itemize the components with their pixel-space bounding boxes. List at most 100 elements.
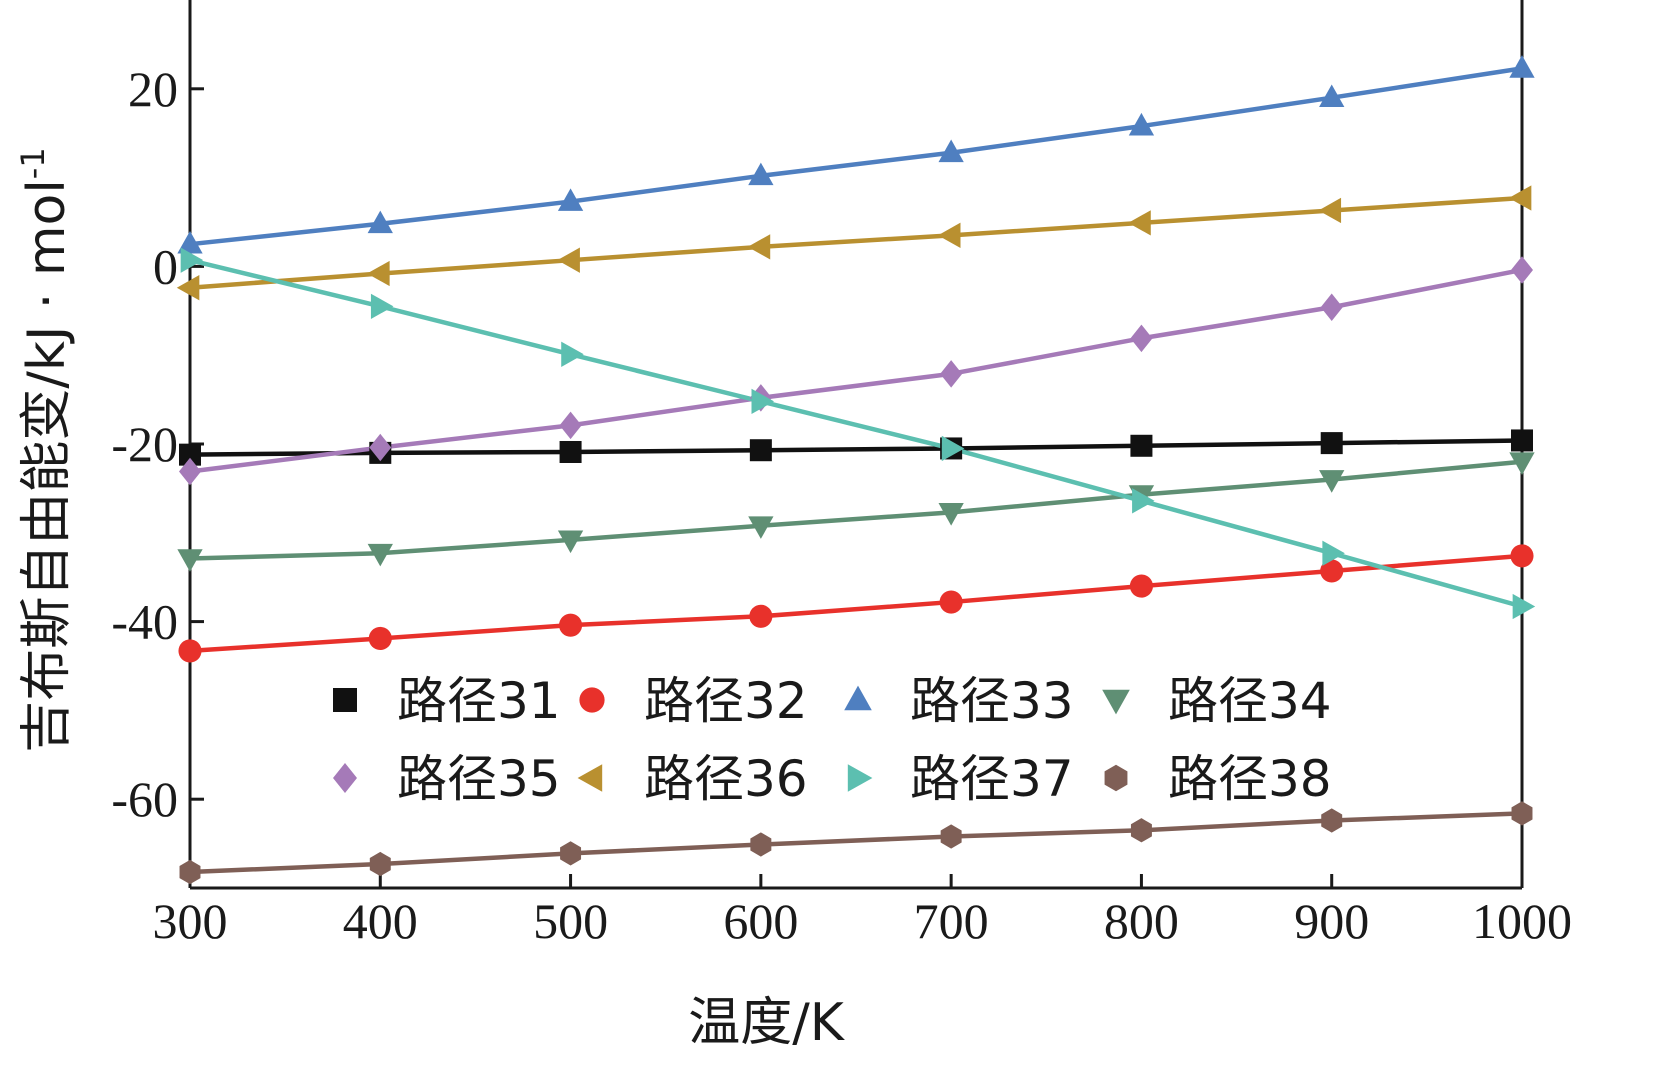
y-tick-label: -60 bbox=[111, 771, 178, 827]
series-line-6 bbox=[189, 195, 1523, 290]
data-point-6 bbox=[747, 234, 771, 260]
series-line-1 bbox=[189, 438, 1523, 457]
series-line-7 bbox=[189, 257, 1523, 609]
data-point-3 bbox=[748, 162, 774, 186]
data-point-3 bbox=[557, 188, 584, 211]
data-point-5 bbox=[1511, 256, 1533, 284]
data-point-1 bbox=[179, 443, 201, 466]
data-point-4 bbox=[748, 516, 774, 539]
y-axis-title: 吉布斯自由能变/kJ · mol-1 bbox=[14, 147, 77, 752]
data-point-2 bbox=[1129, 574, 1153, 598]
data-point-2 bbox=[939, 590, 963, 614]
x-tick-label: 600 bbox=[723, 893, 798, 949]
data-point-5 bbox=[1130, 324, 1153, 353]
legend-marker-5 bbox=[333, 763, 357, 793]
data-point-3 bbox=[938, 139, 964, 163]
data-point-2 bbox=[368, 626, 392, 651]
data-point-2 bbox=[559, 613, 583, 637]
y-axis-title-superscript: -1 bbox=[14, 147, 52, 179]
data-point-7 bbox=[180, 247, 204, 273]
legend-label-8: 路径38 bbox=[1168, 750, 1332, 808]
data-point-7 bbox=[751, 388, 775, 415]
y-axis-title-text: 吉布斯自由能变/kJ · mol bbox=[17, 179, 77, 752]
y-tick-label: 20 bbox=[128, 61, 178, 117]
data-point-4 bbox=[177, 549, 203, 572]
data-point-4 bbox=[367, 543, 393, 567]
y-tick-label: 0 bbox=[153, 238, 178, 294]
legend-label-4: 路径34 bbox=[1168, 672, 1332, 730]
data-point-7 bbox=[1132, 488, 1155, 514]
data-point-3 bbox=[1319, 84, 1345, 108]
data-point-4 bbox=[557, 530, 584, 554]
data-point-4 bbox=[1319, 470, 1345, 493]
data-point-3 bbox=[367, 210, 393, 234]
data-point-5 bbox=[1320, 293, 1343, 321]
legend-marker-4 bbox=[1102, 689, 1130, 715]
series-lines bbox=[189, 66, 1523, 875]
series-line-8 bbox=[189, 811, 1523, 875]
data-point-7 bbox=[1322, 540, 1345, 566]
x-tick-label: 400 bbox=[343, 893, 418, 949]
data-point-8 bbox=[560, 841, 582, 866]
x-tick-label: 1000 bbox=[1472, 893, 1572, 949]
data-point-8 bbox=[940, 824, 962, 849]
y-tick-label: -40 bbox=[111, 594, 178, 650]
data-point-2 bbox=[749, 604, 773, 628]
legend-marker-8 bbox=[1104, 764, 1128, 792]
x-tick-label: 800 bbox=[1104, 893, 1179, 949]
data-point-5 bbox=[179, 457, 201, 486]
series-line-2 bbox=[189, 553, 1523, 654]
legend-label-3: 路径33 bbox=[910, 672, 1074, 730]
data-point-5 bbox=[940, 360, 963, 388]
legend-label-1: 路径31 bbox=[397, 672, 561, 730]
legend-marker-1 bbox=[333, 688, 357, 712]
data-point-1 bbox=[1511, 429, 1533, 452]
series-line-3 bbox=[189, 66, 1523, 247]
data-point-8 bbox=[369, 851, 391, 877]
series-line-5 bbox=[189, 267, 1523, 474]
legend: 路径31 路径32 路径33 路径34 路径35 路径36 路径37 路径38 bbox=[333, 672, 1332, 808]
data-point-6 bbox=[1318, 197, 1342, 224]
data-point-1 bbox=[559, 440, 582, 463]
data-point-3 bbox=[1509, 55, 1535, 78]
x-axis-title: 温度/K bbox=[688, 993, 846, 1053]
data-point-7 bbox=[561, 341, 584, 367]
x-tick-label: 900 bbox=[1294, 893, 1369, 949]
legend-marker-7 bbox=[847, 764, 873, 792]
data-point-8 bbox=[1130, 818, 1152, 843]
legend-label-7: 路径37 bbox=[910, 750, 1074, 808]
data-point-6 bbox=[1508, 185, 1532, 211]
data-point-5 bbox=[369, 433, 392, 462]
data-point-2 bbox=[1320, 559, 1344, 583]
legend-label-5: 路径35 bbox=[397, 750, 561, 808]
x-tick-label: 300 bbox=[153, 893, 228, 949]
x-tick-label: 700 bbox=[914, 893, 989, 949]
data-point-6 bbox=[937, 222, 961, 248]
axes: 300 400 500 600 700 800 900 1000 -60 -40 -20 0 20 温度/… bbox=[14, 0, 1572, 1053]
legend-marker-3 bbox=[844, 685, 872, 711]
data-point-5 bbox=[559, 411, 582, 440]
data-point-4 bbox=[938, 503, 964, 526]
data-point-4 bbox=[1509, 452, 1535, 475]
series-markers bbox=[176, 55, 1536, 885]
data-point-6 bbox=[176, 275, 200, 301]
data-point-7 bbox=[941, 435, 965, 462]
legend-label-2: 路径32 bbox=[644, 672, 808, 730]
data-point-8 bbox=[750, 832, 772, 857]
data-point-7 bbox=[370, 293, 394, 320]
data-point-2 bbox=[178, 639, 202, 663]
data-point-2 bbox=[1510, 544, 1534, 568]
x-tick-label: 500 bbox=[533, 893, 608, 949]
data-point-8 bbox=[1511, 801, 1533, 826]
data-point-3 bbox=[1128, 112, 1155, 136]
data-point-6 bbox=[557, 247, 580, 273]
data-point-1 bbox=[1130, 434, 1153, 457]
data-point-3 bbox=[177, 231, 203, 254]
data-point-7 bbox=[1512, 593, 1536, 620]
legend-marker-6 bbox=[577, 764, 603, 792]
series-line-4 bbox=[189, 459, 1523, 561]
data-point-6 bbox=[367, 260, 390, 287]
y-tick-label: -20 bbox=[111, 416, 178, 472]
legend-label-6: 路径36 bbox=[644, 750, 808, 808]
